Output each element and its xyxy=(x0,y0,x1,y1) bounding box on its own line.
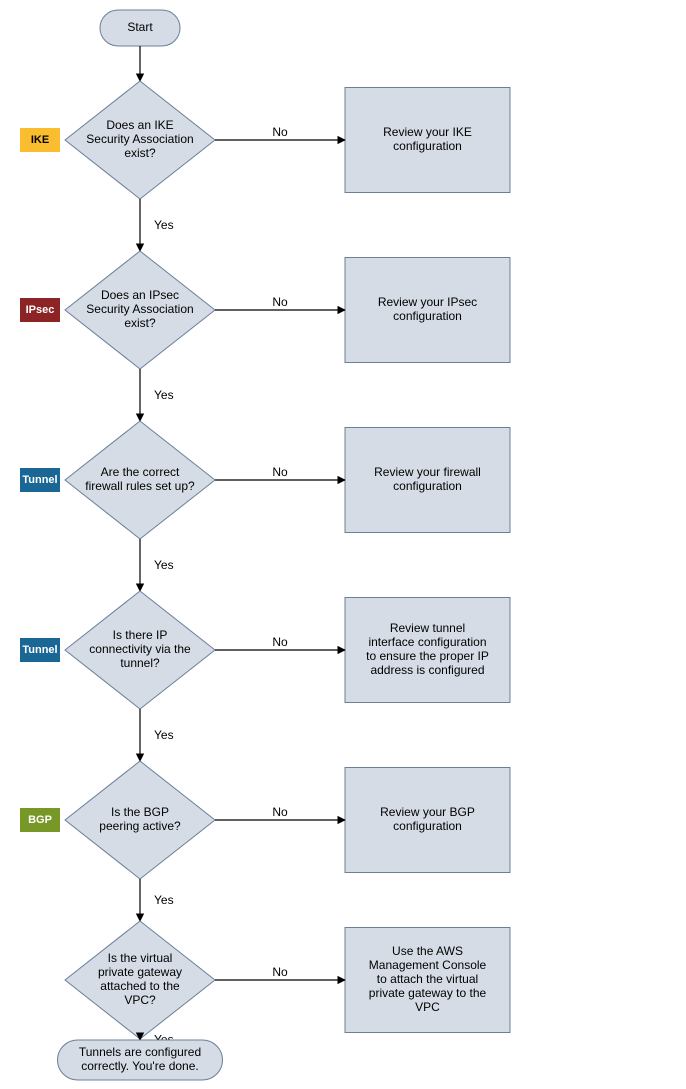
label-no-4: No xyxy=(272,805,288,819)
svg-text:Start: Start xyxy=(127,20,153,34)
flowchart: StartDoes an IKESecurity Associationexis… xyxy=(0,0,686,1089)
svg-text:Tunnel: Tunnel xyxy=(22,474,57,486)
label-no-2: No xyxy=(272,465,288,479)
svg-text:Tunnel: Tunnel xyxy=(22,644,57,656)
label-no-1: No xyxy=(272,295,288,309)
label-yes-4: Yes xyxy=(154,893,174,907)
label-yes-1: Yes xyxy=(154,388,174,402)
svg-text:Review your BGPconfiguration: Review your BGPconfiguration xyxy=(380,805,475,833)
svg-text:Tunnels are configuredcorrectl: Tunnels are configuredcorrectly. You're … xyxy=(79,1045,201,1073)
svg-text:Are the correctfirewall rules: Are the correctfirewall rules set up? xyxy=(85,465,195,493)
label-no-3: No xyxy=(272,635,288,649)
svg-text:IKE: IKE xyxy=(31,134,49,146)
label-yes-2: Yes xyxy=(154,558,174,572)
label-no-5: No xyxy=(272,965,288,979)
svg-text:Is the BGPpeering active?: Is the BGPpeering active? xyxy=(99,805,181,833)
svg-text:IPsec: IPsec xyxy=(26,304,55,316)
svg-text:Review your IKEconfiguration: Review your IKEconfiguration xyxy=(383,125,472,153)
label-no-0: No xyxy=(272,125,288,139)
label-yes-3: Yes xyxy=(154,728,174,742)
label-yes-0: Yes xyxy=(154,218,174,232)
svg-text:BGP: BGP xyxy=(28,814,52,826)
